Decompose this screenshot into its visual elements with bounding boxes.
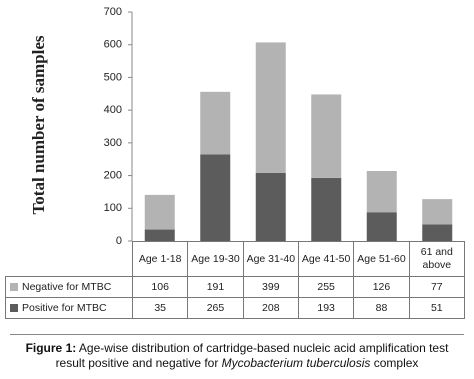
data-row: Negative for MTBC 106 191 399 255 126 77	[5, 276, 466, 298]
caption: Figure 1: Age-wise distribution of cartr…	[10, 334, 464, 371]
caption-italic: Mycobacterium tuberculosis	[221, 356, 371, 370]
y-tick-label: 400	[104, 104, 122, 116]
data-table: Age 1-18 Age 19-30 Age 31-40 Age 41-50 Age 5…	[5, 241, 466, 319]
category-label: Age 51-60	[353, 241, 410, 277]
bar-segment	[366, 212, 397, 241]
table-value: 106	[131, 276, 189, 298]
bar-segment	[255, 42, 286, 173]
category-label: Age 31-40	[242, 241, 299, 277]
header-row: Age 1-18 Age 19-30 Age 31-40 Age 41-50 Age 5…	[6, 241, 466, 277]
bar-segment	[311, 94, 342, 178]
legend-swatch	[10, 283, 18, 292]
table-value: 35	[131, 297, 189, 319]
legend-label: Positive for MTBC	[22, 302, 107, 314]
legend-swatch	[10, 304, 18, 313]
y-tick-label: 700	[104, 6, 122, 18]
table-value: 255	[297, 276, 355, 298]
y-tick-label: 600	[104, 39, 122, 51]
y-tick-label: 0	[116, 235, 122, 245]
chart: Total number of samples 0 100 200 300 400 500…	[29, 6, 453, 245]
legend-label: Negative for MTBC	[22, 281, 112, 293]
bar-segment	[144, 194, 175, 230]
table-value: 265	[187, 297, 244, 319]
empty-cell	[6, 242, 133, 277]
bar-segment	[422, 224, 453, 241]
data-row: Positive for MTBC 35 265 208 193 88 51	[5, 297, 466, 319]
table-value: 77	[408, 276, 466, 298]
y-tick-label: 100	[104, 202, 122, 214]
legend-entry: Negative for MTBC	[5, 276, 133, 298]
y-tick-label: 300	[104, 137, 122, 149]
category-label: Age 41-50	[297, 241, 355, 277]
category-label: Age 1-18	[131, 241, 189, 277]
bar-segment	[422, 199, 453, 225]
caption-text-end: complex	[373, 356, 419, 370]
table-value: 208	[242, 297, 299, 319]
bar-segment	[311, 177, 342, 241]
table-value: 51	[408, 297, 466, 319]
caption-text: Age-wise distribution of cartridge-based…	[55, 341, 449, 370]
category-label: Age 19-30	[187, 241, 244, 277]
bar-segment	[200, 154, 231, 241]
table-value: 126	[353, 276, 410, 298]
caption-label: Figure 1:	[25, 341, 77, 355]
bar-segment	[255, 172, 286, 241]
y-tick-label: 200	[104, 169, 122, 181]
category-label: 61 and above	[408, 241, 466, 277]
table-value: 193	[297, 297, 355, 319]
table-value: 191	[187, 276, 244, 298]
bar-segment	[144, 229, 175, 241]
legend-entry: Positive for MTBC	[5, 297, 133, 319]
table-value: 399	[242, 276, 299, 298]
y-tick-label: 500	[104, 71, 122, 83]
bar-segment	[200, 91, 231, 155]
y-axis-label: Total number of samples	[29, 35, 48, 214]
table-value: 88	[353, 297, 410, 319]
bar-segment	[366, 170, 397, 213]
